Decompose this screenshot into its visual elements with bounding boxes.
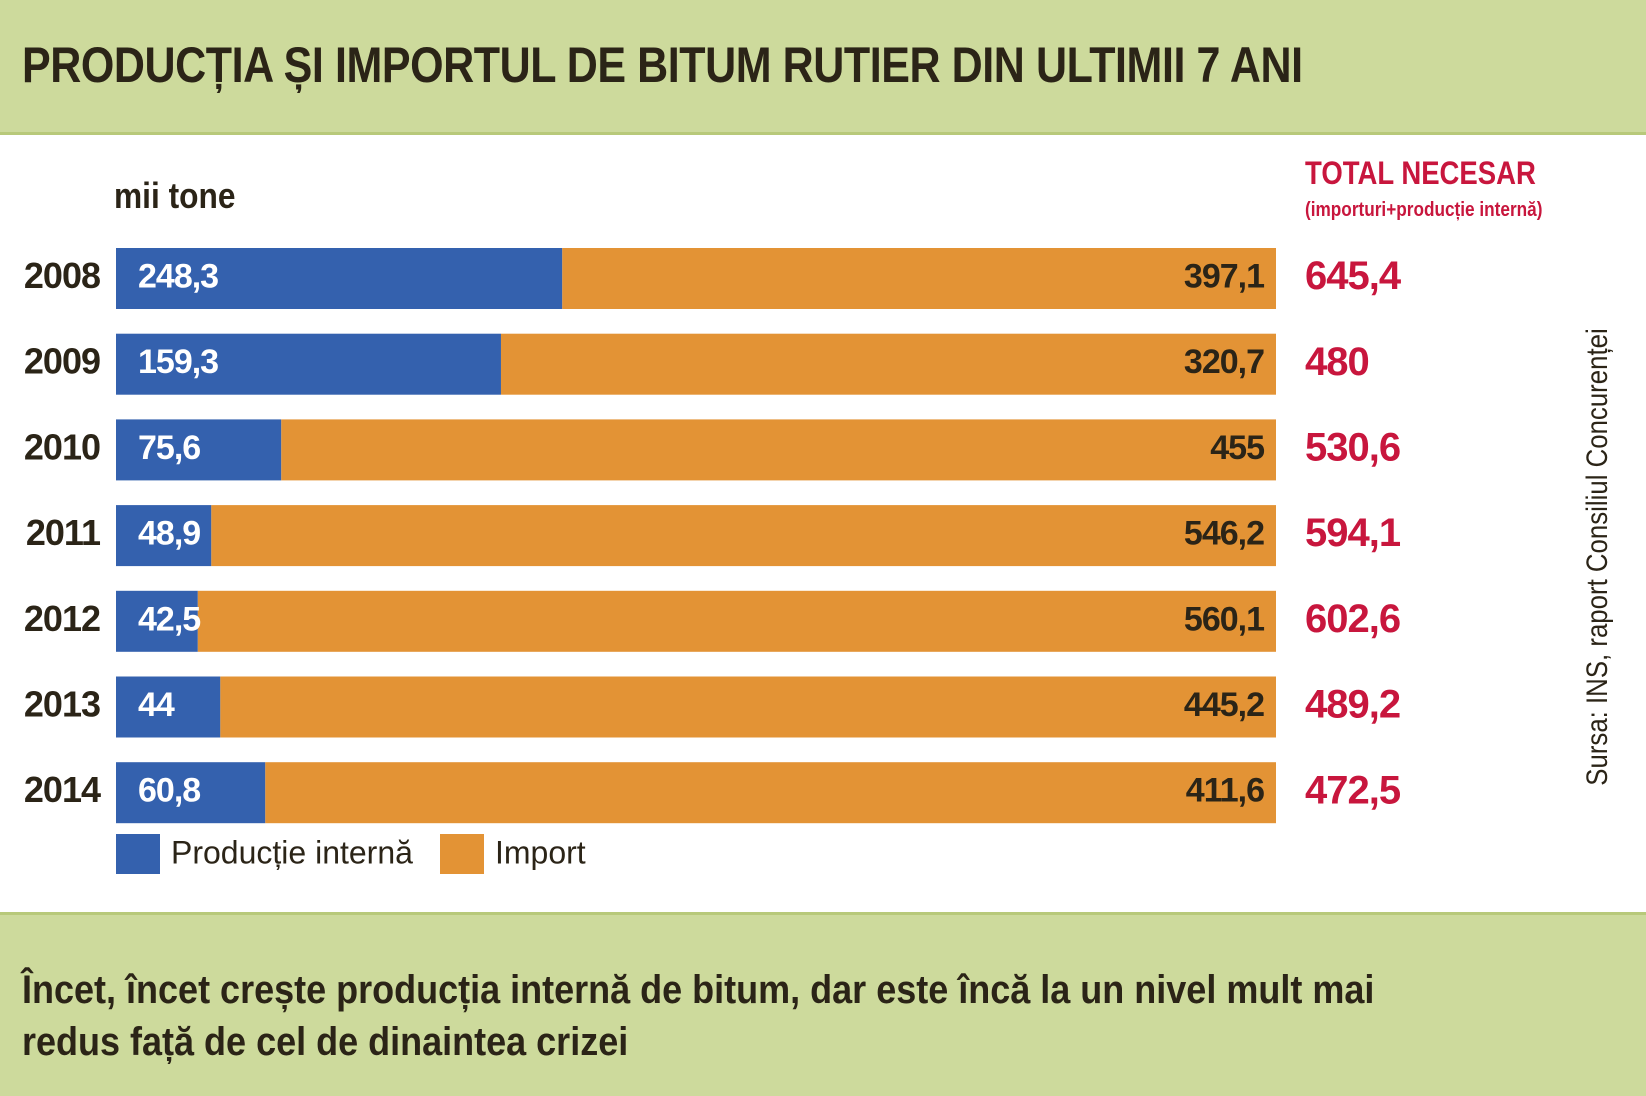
legend-label-production: Producție internă (171, 834, 413, 870)
bar-import-2008 (562, 248, 1276, 309)
label-total-2014: 472,5 (1305, 768, 1401, 812)
year-label-2010: 2010 (24, 426, 100, 467)
year-label-2009: 2009 (24, 341, 100, 382)
label-import-2012: 560,1 (1184, 600, 1264, 638)
year-label-2012: 2012 (24, 598, 100, 639)
label-import-2013: 445,2 (1184, 686, 1264, 724)
total-header: TOTAL NECESAR (1305, 155, 1536, 191)
legend-swatch-import (440, 834, 484, 874)
label-total-2012: 602,6 (1305, 597, 1400, 641)
label-production-2011: 48,9 (138, 515, 200, 553)
label-total-2008: 645,4 (1305, 254, 1402, 298)
label-total-2009: 480 (1305, 340, 1369, 384)
bar-production-2014 (116, 762, 266, 824)
label-production-2009: 159,3 (138, 343, 218, 381)
label-total-2013: 489,2 (1305, 683, 1400, 727)
label-import-2014: 411,6 (1186, 772, 1264, 810)
bar-production-2009 (116, 333, 501, 395)
year-label-2008: 2008 (24, 255, 100, 296)
chart-panel: mii tone TOTAL NECESAR (importuri+produc… (0, 132, 1646, 915)
total-subheader: (importuri+producție internă) (1305, 199, 1543, 221)
label-total-2011: 594,1 (1305, 511, 1401, 555)
legend-label-import: Import (495, 834, 586, 870)
bar-import-2010 (281, 419, 1276, 481)
label-import-2011: 546,2 (1184, 515, 1264, 553)
bar-import-2009 (500, 333, 1277, 395)
label-production-2012: 42,5 (138, 600, 200, 638)
label-import-2009: 320,7 (1184, 343, 1264, 381)
unit-label: mii tone (114, 175, 236, 216)
label-production-2013: 44 (138, 686, 175, 724)
bar-import-2014 (265, 762, 1276, 824)
bar-import-2013 (220, 676, 1276, 738)
chart-title: PRODUCȚIA ȘI IMPORTUL DE BITUM RUTIER DI… (22, 37, 1303, 93)
label-production-2008: 248,3 (138, 257, 218, 295)
label-import-2010: 455 (1210, 429, 1264, 467)
bar-production-2010 (116, 419, 282, 481)
bar-production-2012 (116, 590, 198, 652)
label-production-2014: 60,8 (138, 772, 200, 810)
bar-production-2008 (116, 248, 563, 309)
year-label-2014: 2014 (24, 769, 101, 810)
year-label-2011: 2011 (26, 512, 101, 553)
stacked-bar-chart: 2008 248,3 397,1 645,4 2009 159,3 320,7 480 2010… (24, 248, 1403, 874)
chart-caption: Încet, încet crește producția internă de… (22, 968, 1375, 1064)
label-total-2010: 530,6 (1305, 425, 1400, 469)
bar-production-2011 (116, 505, 212, 567)
bar-production-2013 (116, 676, 221, 738)
bar-import-2011 (211, 505, 1276, 567)
bar-import-2012 (197, 590, 1277, 652)
year-label-2013: 2013 (24, 684, 100, 725)
legend-swatch-production (116, 834, 160, 874)
label-production-2010: 75,6 (138, 429, 200, 467)
label-import-2008: 397,1 (1184, 257, 1264, 295)
